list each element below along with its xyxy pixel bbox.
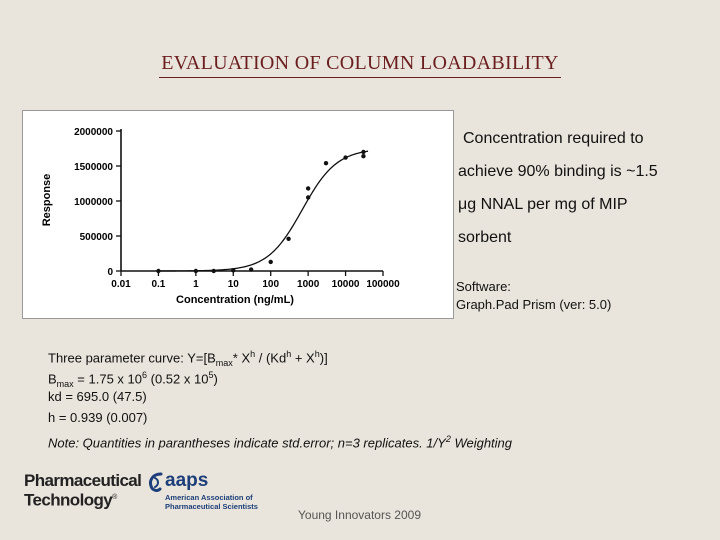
footnote: Note: Quantities in parantheses indicate… bbox=[48, 434, 512, 450]
bmax-exp2: 5 bbox=[208, 370, 214, 380]
chart-axes: 0 500000 1000000 1500000 2000000 0.01 0.1 1 10 10… bbox=[74, 127, 400, 290]
slide-title-text: EVALUATION OF COLUMN LOADABILITY bbox=[159, 52, 561, 78]
model-parameters: Three parameter curve: Y=[Bmax* Xh / (Kd… bbox=[48, 344, 328, 428]
eq-h2: h bbox=[286, 349, 292, 359]
eq-h3: h bbox=[314, 349, 320, 359]
data-point bbox=[323, 161, 329, 166]
aaps-subtitle-2: Pharmaceutical Scientists bbox=[165, 502, 258, 511]
data-point bbox=[343, 155, 348, 160]
kd-line: kd = 695.0 (47.5) bbox=[48, 389, 147, 404]
software-info: Software: Graph.Pad Prism (ver: 5.0) bbox=[456, 278, 611, 314]
aaps-wordmark: aaps bbox=[165, 470, 209, 491]
data-point bbox=[231, 268, 236, 273]
data-point bbox=[286, 236, 291, 241]
binding-curve-chart: 0 500000 1000000 1500000 2000000 0.01 0.1 1 10 10… bbox=[41, 127, 400, 306]
bmax-exp1: 6 bbox=[142, 370, 148, 380]
logo-pt-line1: Pharmaceutical bbox=[24, 471, 142, 490]
eq-prefix: Three parameter curve: Y=[B bbox=[48, 350, 216, 366]
aaps-subtitle-1: American Association of bbox=[165, 493, 253, 502]
x-tick-label: 0.1 bbox=[151, 279, 165, 290]
aaps-emblem-icon bbox=[149, 472, 163, 492]
bmax-text1: = 1.75 x 10 bbox=[73, 371, 142, 387]
h-line: h = 0.939 (0.007) bbox=[48, 410, 148, 425]
aaps-logo: aaps American Association of Pharmaceuti… bbox=[147, 470, 287, 512]
logo-pt-reg: ® bbox=[112, 494, 117, 501]
software-name: Graph.Pad Prism (ver: 5.0) bbox=[456, 297, 612, 312]
bmax-text3: ) bbox=[213, 371, 218, 387]
y-tick-label: 2000000 bbox=[74, 127, 113, 138]
data-point bbox=[156, 268, 161, 274]
fit-curve bbox=[158, 150, 369, 272]
y-tick-label: 1000000 bbox=[74, 197, 113, 208]
x-tick-label: 10000 bbox=[332, 279, 360, 290]
y-tick-label: 1500000 bbox=[74, 162, 113, 173]
logo-pt-line2: Technology® bbox=[24, 489, 142, 509]
footnote-tail: Weighting bbox=[450, 435, 513, 451]
data-point bbox=[211, 268, 216, 274]
y-axis-title: Response bbox=[41, 174, 53, 227]
x-tick-label: 1000 bbox=[297, 279, 320, 290]
x-tick-label: 1 bbox=[193, 279, 199, 290]
y-tick-label: 0 bbox=[107, 267, 113, 278]
footer-text: Young Innovators 2009 bbox=[298, 508, 421, 522]
note-line: achieve 90% binding is ~1.5 bbox=[458, 163, 658, 180]
eq-suffix: )] bbox=[319, 350, 328, 366]
bmax-text2: (0.52 x 10 bbox=[147, 371, 209, 387]
eq-mid3: + X bbox=[291, 350, 315, 366]
x-tick-label: 100 bbox=[262, 279, 279, 290]
note-line: μg NNAL per mg of MIP bbox=[458, 196, 628, 213]
eq-mid2: / (Kd bbox=[255, 350, 287, 366]
eq-h1: h bbox=[250, 349, 256, 359]
software-label: Software: bbox=[456, 279, 511, 294]
data-point bbox=[305, 195, 311, 200]
equation-line: Three parameter curve: Y=[Bmax* Xh / (Kd… bbox=[48, 344, 328, 368]
y-tick-label: 500000 bbox=[80, 232, 114, 243]
bmax-label: B bbox=[48, 371, 57, 387]
note-line: Concentration required to bbox=[463, 130, 644, 147]
data-point bbox=[268, 259, 273, 265]
chart-panel: 0 500000 1000000 1500000 2000000 0.01 0.1 1 10 10… bbox=[22, 110, 454, 319]
x-tick-label: 0.01 bbox=[111, 279, 131, 290]
x-axis-title: Concentration (ng/mL) bbox=[176, 294, 294, 306]
footnote-main: Note: Quantities in parantheses indicate… bbox=[48, 435, 446, 451]
bmax-sub: max bbox=[56, 378, 74, 389]
logo-pt-line2-text: Technology bbox=[24, 490, 113, 510]
eq-bmax-sub: max bbox=[215, 357, 233, 368]
data-point bbox=[193, 268, 199, 274]
data-point bbox=[305, 186, 311, 191]
data-point bbox=[361, 149, 366, 155]
binding-note: Concentration required to achieve 90% bi… bbox=[458, 122, 713, 254]
data-points bbox=[156, 149, 366, 274]
slide-title: EVALUATION OF COLUMN LOADABILITY bbox=[0, 52, 720, 78]
footnote-exp: 2 bbox=[445, 434, 451, 444]
data-point bbox=[361, 154, 366, 159]
bmax-line: Bmax = 1.75 x 106 (0.52 x 105) bbox=[48, 365, 328, 389]
data-point bbox=[248, 267, 254, 272]
pharmaceutical-technology-logo: Pharmaceutical Technology® bbox=[24, 472, 142, 510]
x-tick-label: 100000 bbox=[366, 279, 400, 290]
x-tick-label: 10 bbox=[228, 279, 240, 290]
note-line: sorbent bbox=[458, 229, 512, 246]
eq-mid1: * X bbox=[232, 350, 251, 366]
